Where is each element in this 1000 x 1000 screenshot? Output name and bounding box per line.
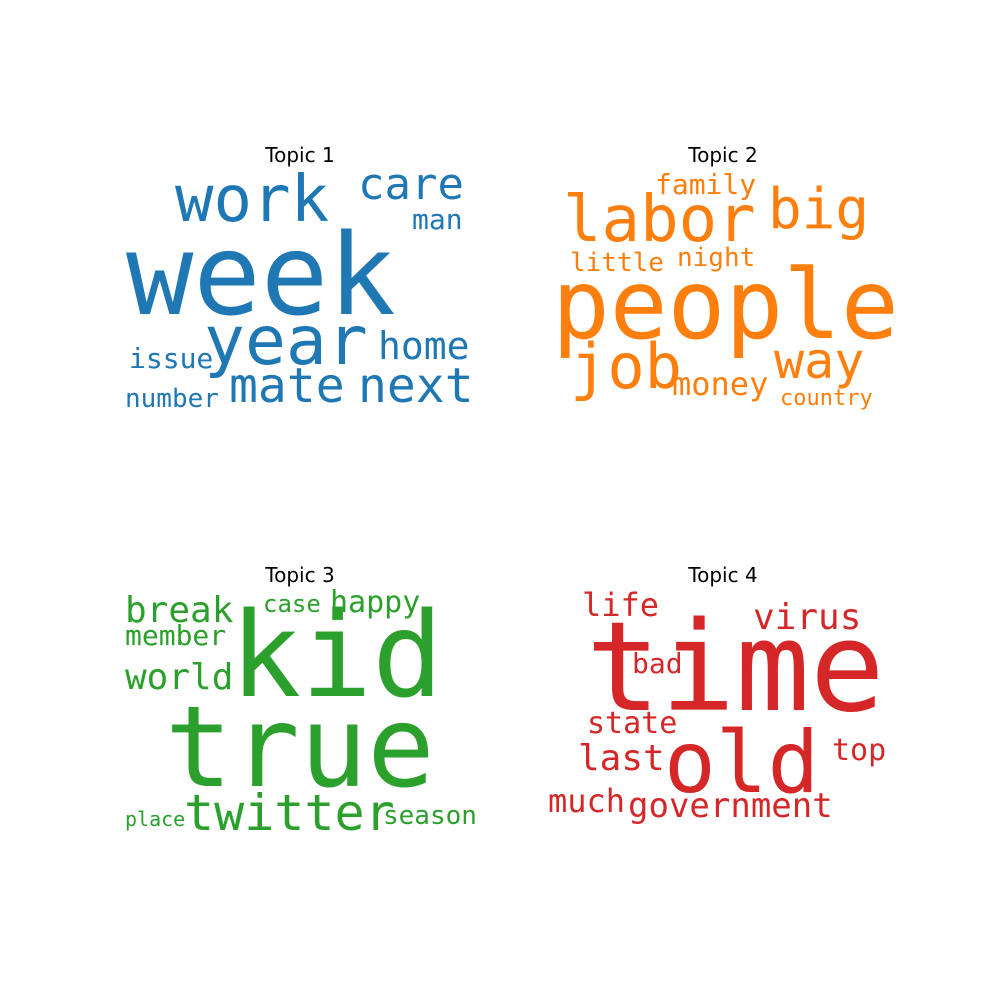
word-break: break [125, 590, 234, 631]
word-government: government [628, 786, 833, 826]
word-way: way [774, 332, 865, 390]
word-number: number [125, 384, 219, 414]
word-season: season [383, 801, 477, 831]
word-case: case [263, 590, 321, 618]
word-next: next [358, 358, 474, 414]
word-member: member [125, 619, 227, 652]
word-bad: bad [632, 647, 683, 680]
word-true: true [165, 683, 435, 813]
topic-1-panel: Topic 1 [120, 145, 480, 415]
word-state: state [587, 706, 678, 741]
word-country: country [780, 386, 873, 411]
word-night: night [677, 243, 756, 273]
word-job: job [570, 330, 682, 403]
word-much: much [548, 782, 626, 820]
word-family: family [655, 168, 757, 201]
word-labor: labor [563, 183, 756, 257]
word-care: care [358, 159, 464, 210]
topic-4-title: Topic 4 [688, 563, 758, 587]
word-place: place [125, 807, 186, 831]
word-little: little [570, 248, 664, 278]
topic-2-title: Topic 2 [688, 143, 758, 167]
word-people: people [552, 249, 899, 361]
word-old: old [664, 713, 820, 813]
word-virus: virus [753, 597, 862, 638]
word-twitter: twitter [184, 784, 395, 842]
topic-3-title: Topic 3 [265, 563, 335, 587]
word-happy: happy [330, 585, 421, 620]
word-time: time [586, 596, 885, 740]
word-life: life [582, 586, 660, 624]
word-world: world [125, 657, 234, 698]
word-year: year [204, 302, 368, 381]
word-man: man [412, 203, 463, 236]
word-work: work [175, 163, 330, 237]
word-home: home [378, 324, 470, 368]
topic-1-title: Topic 1 [265, 143, 335, 167]
word-money: money [672, 365, 769, 403]
word-mate: mate [229, 358, 345, 414]
word-kid: kid [230, 586, 444, 724]
word-big: big [768, 177, 870, 242]
word-week: week [126, 211, 396, 341]
word-issue: issue [129, 342, 214, 375]
word-last: last [578, 738, 665, 779]
word-top: top [832, 733, 887, 768]
